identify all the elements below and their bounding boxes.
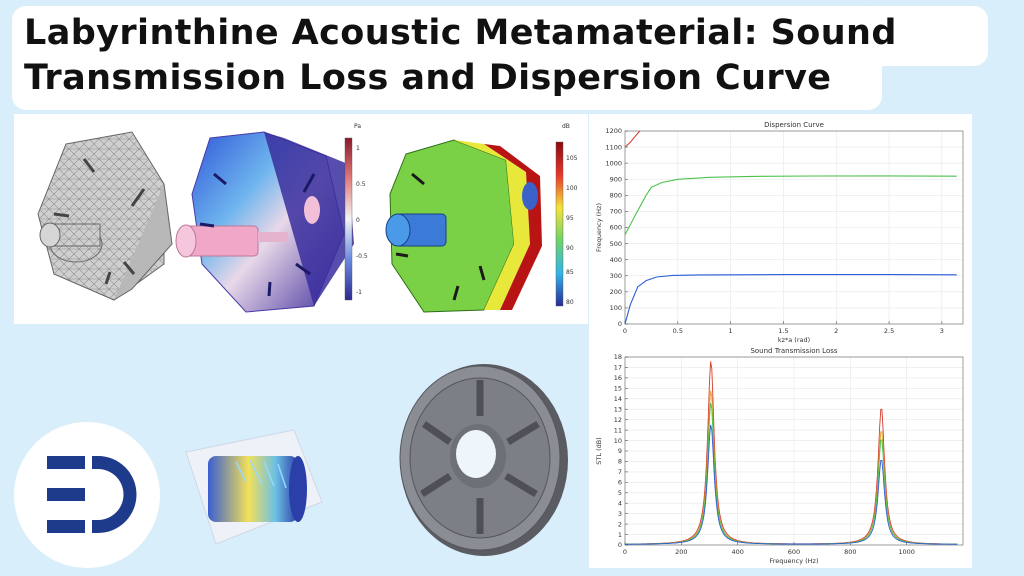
chart1-y-tick-label: 900	[610, 175, 622, 183]
chart2-y-tick-label: 10	[614, 437, 622, 445]
chart1-x-tick-label: 0.5	[673, 327, 683, 335]
chart1-x-axis-label: kz*a (rad)	[778, 336, 810, 344]
chart1-y-tick-label: 300	[610, 272, 622, 280]
chart1-x-tick-label: 3	[940, 327, 944, 335]
spl-tick: 100	[566, 185, 578, 192]
logo-circle	[14, 422, 160, 568]
pressure-tick: 0.5	[356, 181, 366, 188]
cylinder-simulation-tile	[176, 422, 328, 548]
chart2-x-tick-label: 400	[731, 548, 743, 556]
spl-colorbar: dB 105 100 95 90 85 80	[555, 123, 578, 307]
pressure-tick: -1	[356, 289, 362, 296]
chart1-y-tick-label: 500	[610, 240, 622, 248]
metamaterial-wheel-model	[388, 354, 578, 564]
spl-model	[385, 139, 542, 313]
chart1-y-tick-label: 200	[610, 288, 622, 296]
chart2-x-tick-label: 600	[788, 548, 800, 556]
chart2-x-axis-label: Frequency (Hz)	[769, 557, 818, 565]
pressure-tick: -0.5	[356, 253, 368, 260]
chart2-x-tick-label: 1000	[898, 548, 915, 556]
spl-tick: 105	[566, 155, 578, 162]
chart2-y-axis-label: STL (dB)	[595, 437, 603, 464]
simulation-graphics: Pa 1 0.5 0 -0.5 -1 dB 105 100 95 90 85 8	[37, 123, 578, 313]
stl-series-line-4	[625, 424, 958, 545]
chart2-y-tick-label: 6	[618, 479, 622, 487]
chart2-y-tick-label: 0	[618, 541, 622, 549]
spl-tick: 80	[566, 299, 574, 306]
brand-logo	[47, 456, 137, 533]
stl-series-line-2	[625, 390, 958, 545]
chart2-y-tick-label: 17	[614, 364, 622, 372]
chart2-title: Sound Transmission Loss	[750, 347, 837, 355]
chart2-y-tick-label: 18	[614, 353, 622, 361]
pressure-colorbar-unit: Pa	[354, 123, 361, 130]
simulation-panel: Pa 1 0.5 0 -0.5 -1 dB 105 100 95 90 85 8	[14, 114, 588, 324]
chart2-x-tick-label: 200	[675, 548, 687, 556]
chart1-x-tick-label: 1.5	[778, 327, 788, 335]
chart1-y-tick-label: 100	[610, 304, 622, 312]
chart1-y-axis-label: Frequency (Hz)	[595, 203, 603, 252]
chart2-y-tick-label: 9	[618, 447, 622, 455]
pressure-field-model	[175, 131, 354, 313]
dispersion-series-line-1	[624, 274, 957, 325]
cylinder-simulation-graphic	[185, 429, 323, 545]
title-line-1: Labyrinthine Acoustic Metamaterial: Soun…	[24, 13, 897, 53]
chart1-y-tick-label: 600	[610, 224, 622, 232]
chart2-y-tick-label: 8	[618, 458, 622, 466]
mesh-model	[37, 131, 173, 301]
title-line-2: Transmission Loss and Dispersion Curve	[24, 58, 832, 98]
charts-panel: 0 0.5 1 1.5 2 2.5 3 0 100 200 300 400 500 600 700 800 90…	[589, 114, 972, 568]
chart2-x-tick-label: 0	[623, 548, 627, 556]
chart1-y-tick-label: 1000	[605, 159, 622, 167]
chart1-x-tick-label: 2	[834, 327, 838, 335]
pressure-colorbar: Pa 1 0.5 0 -0.5 -1	[344, 123, 368, 301]
spl-tick: 95	[566, 215, 574, 222]
chart1-y-tick-label: 1100	[605, 143, 622, 151]
spl-tick: 85	[566, 269, 574, 276]
chart1-y-tick-label: 700	[610, 208, 622, 216]
chart1-x-tick-label: 0	[623, 327, 627, 335]
pressure-tick: 0	[356, 217, 360, 224]
chart2-y-tick-label: 11	[614, 426, 622, 434]
page-title: Labyrinthine Acoustic Metamaterial: Soun…	[24, 11, 984, 101]
chart2-x-tick-label: 800	[844, 548, 856, 556]
chart1-x-tick-label: 2.5	[884, 327, 894, 335]
chart1-title: Dispersion Curve	[764, 121, 824, 129]
chart2-y-tick-label: 13	[614, 405, 622, 413]
wheel-graphic	[399, 364, 568, 556]
chart2-y-tick-label: 2	[618, 520, 622, 528]
chart1-y-tick-label: 400	[610, 256, 622, 264]
spl-colorbar-unit: dB	[562, 123, 570, 130]
chart2-y-tick-label: 14	[614, 395, 622, 403]
chart1-x-tick-label: 1	[729, 327, 733, 335]
dispersion-series-line-3	[624, 130, 641, 148]
title-banner	[12, 6, 882, 110]
chart2-y-tick-label: 1	[618, 531, 622, 539]
chart2-y-tick-label: 12	[614, 416, 622, 424]
chart2-y-tick-label: 16	[614, 374, 622, 382]
chart2-y-tick-label: 3	[618, 510, 622, 518]
chart1-y-tick-label: 1200	[605, 127, 622, 135]
chart2-y-tick-label: 4	[618, 499, 622, 507]
chart1-y-tick-label: 0	[618, 320, 622, 328]
spl-tick: 90	[566, 245, 574, 252]
stl-series-line-3	[624, 403, 958, 545]
title-banner-extension	[870, 6, 988, 66]
pressure-tick: 1	[356, 145, 360, 152]
chart2-y-tick-label: 5	[618, 489, 622, 497]
stl-series-line-1	[624, 361, 958, 545]
chart2-y-tick-label: 7	[618, 468, 622, 476]
charts-svg: 0 0.5 1 1.5 2 2.5 3010020030040050060070080090…	[595, 121, 964, 565]
chart1-y-tick-label: 800	[610, 192, 622, 200]
chart2-y-tick-label: 15	[614, 385, 622, 393]
dispersion-series-line-2	[624, 175, 957, 235]
